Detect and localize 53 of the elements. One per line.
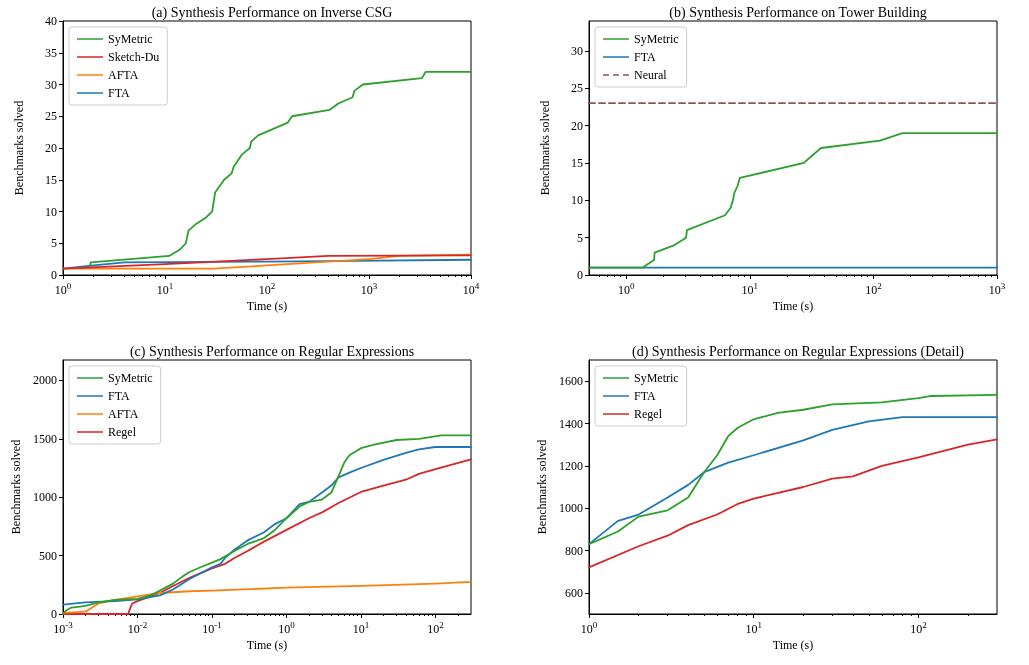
legend-label: FTA xyxy=(108,86,131,100)
x-axis-title: Time (s) xyxy=(772,638,814,653)
y-tick-label: 35 xyxy=(45,45,57,60)
legend-label: FTA xyxy=(634,389,657,403)
y-tick-label: 500 xyxy=(39,548,57,563)
legend-label: FTA xyxy=(108,389,131,403)
legend-label: Neural xyxy=(634,68,668,82)
x-axis-title: Time (s) xyxy=(246,638,288,653)
chart-title: (c) Synthesis Performance on Regular Expressions xyxy=(129,343,415,360)
y-tick-label: 40 xyxy=(45,14,57,28)
y-tick-label: 1000 xyxy=(559,501,583,516)
y-tick-label: 10 xyxy=(571,193,583,208)
y-tick-label: 1500 xyxy=(33,431,57,446)
y-axis-title: Benchmarks solved xyxy=(12,100,26,196)
x-axis-title: Time (s) xyxy=(246,299,288,314)
legend-label: SyMetric xyxy=(634,371,679,385)
y-tick-label: 5 xyxy=(51,236,57,251)
y-tick-label: 25 xyxy=(45,109,57,124)
y-tick-label: 2000 xyxy=(33,373,57,388)
legend-label: SyMetric xyxy=(108,371,153,385)
legend-label: SyMetric xyxy=(108,32,153,46)
y-tick-label: 20 xyxy=(571,118,583,133)
legend-label: Regel xyxy=(108,425,137,439)
y-tick-label: 30 xyxy=(45,77,57,92)
y-tick-label: 600 xyxy=(565,585,583,600)
y-tick-label: 0 xyxy=(577,268,583,282)
y-tick-label: 1200 xyxy=(559,458,583,473)
chart-title: (d) Synthesis Performance on Regular Expressions (Detail) xyxy=(631,343,965,360)
y-tick-label: 800 xyxy=(565,543,583,558)
chart-title: (b) Synthesis Performance on Tower Building xyxy=(669,4,927,21)
y-tick-label: 0 xyxy=(51,607,57,621)
y-tick-label: 15 xyxy=(45,172,57,187)
y-tick-label: 1600 xyxy=(559,374,583,389)
y-tick-label: 15 xyxy=(571,155,583,170)
y-tick-label: 1400 xyxy=(559,416,583,431)
legend-label: Regel xyxy=(634,407,663,421)
legend-label: FTA xyxy=(634,50,657,64)
y-tick-label: 5 xyxy=(577,230,583,245)
y-tick-label: 10 xyxy=(45,204,57,219)
legend-label: AFTA xyxy=(108,68,139,82)
y-tick-label: 1000 xyxy=(33,490,57,505)
y-tick-label: 20 xyxy=(45,141,57,155)
legend-label: Sketch-Du xyxy=(108,50,160,64)
chart-title: (a) Synthesis Performance on Inverse CSG xyxy=(151,4,393,21)
y-tick-label: 25 xyxy=(571,81,583,96)
y-axis-title: Benchmarks solved xyxy=(9,439,24,535)
y-tick-label: 0 xyxy=(51,268,57,282)
y-axis-title: Benchmarks solved xyxy=(538,100,552,196)
legend-label: SyMetric xyxy=(634,32,679,46)
y-axis-title: Benchmarks solved xyxy=(535,439,550,535)
y-tick-label: 30 xyxy=(571,43,583,58)
x-axis-title: Time (s) xyxy=(772,299,814,314)
legend-label: AFTA xyxy=(108,407,139,421)
